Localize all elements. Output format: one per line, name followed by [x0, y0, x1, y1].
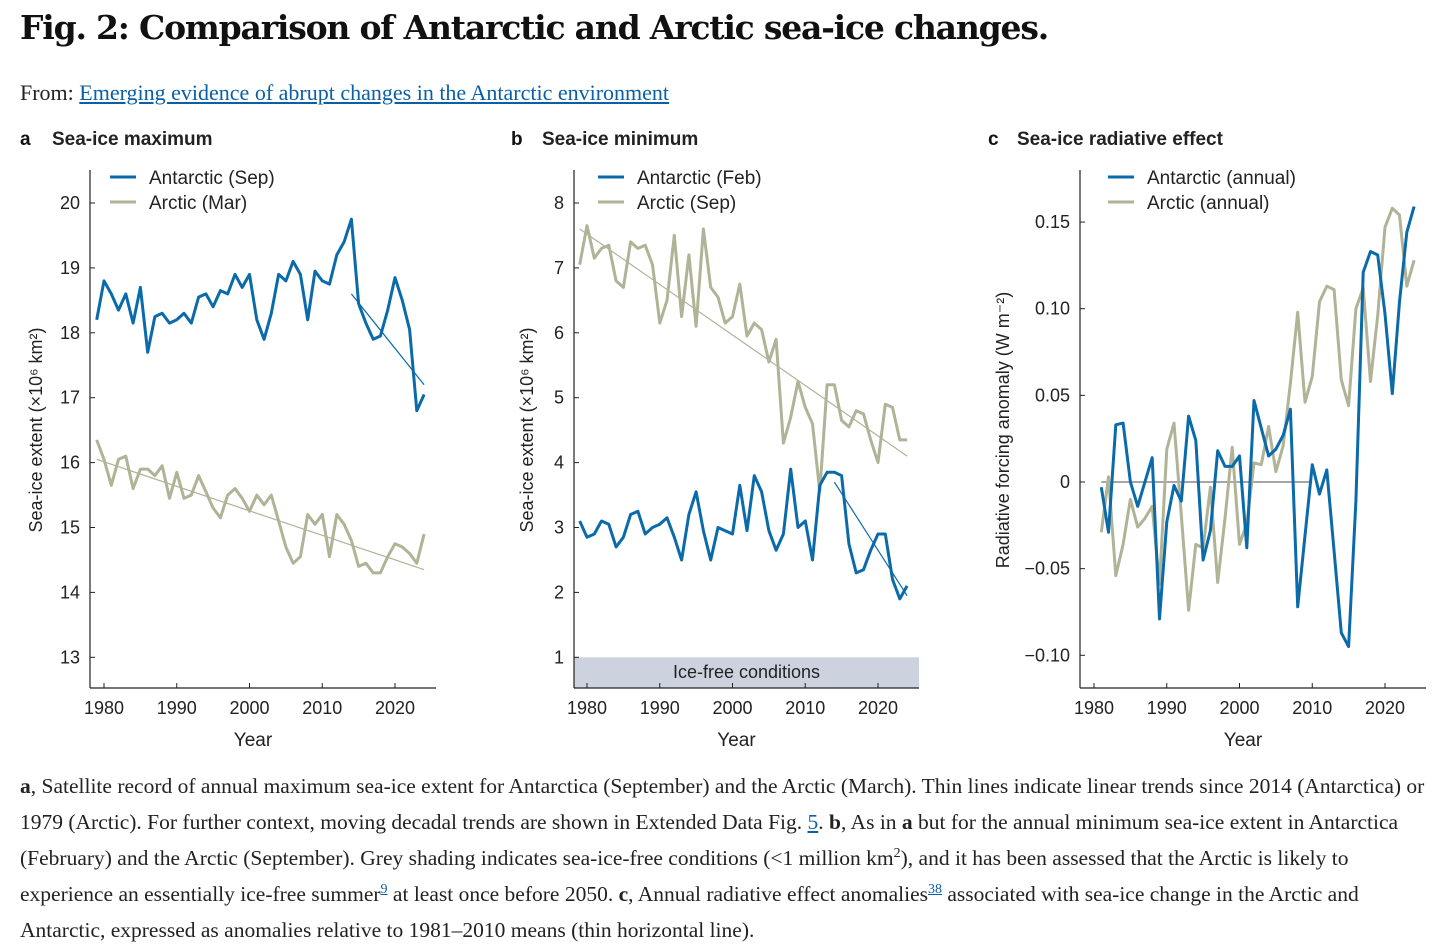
figure-caption: a, Satellite record of annual maximum se…: [20, 768, 1440, 948]
panel-b: b Sea-ice minimum Ice-free conditions 1 2 3 4 5…: [511, 129, 919, 751]
y-tick-label: 0: [1060, 472, 1070, 492]
x-tick-label: 2000: [229, 698, 269, 718]
panel-letter: b: [511, 129, 523, 150]
y-tick-label: 18: [60, 323, 80, 343]
y-tick-label: 13: [60, 647, 80, 667]
panel-title: Sea-ice maximum: [52, 129, 213, 150]
panel-reference: b: [829, 810, 841, 834]
y-tick-label: 8: [554, 193, 564, 213]
caption-text: , As in: [840, 810, 902, 834]
legend-label-antarctic: Antarctic (Sep): [149, 168, 275, 189]
trend-line-antarctic: [350, 293, 425, 386]
y-tick-label: 0.15: [1035, 212, 1070, 232]
x-axis-label: Year: [234, 730, 273, 751]
y-axis-label: Sea-ice extent (×10⁶ km²): [517, 328, 537, 533]
series-line-antarctic: [1099, 206, 1416, 649]
y-tick-label: −0.10: [1024, 645, 1070, 665]
source-article-link[interactable]: Emerging evidence of abrupt changes in t…: [79, 80, 670, 105]
series-line-arctic: [578, 224, 908, 494]
panel-title: Sea-ice minimum: [542, 129, 698, 150]
trend-line-arctic: [96, 458, 425, 571]
series-line-antarctic: [95, 217, 426, 413]
y-tick-label: 3: [554, 518, 564, 538]
figure-title: Fig. 2: Comparison of Antarctic and Arct…: [20, 8, 1049, 47]
y-tick-label: 15: [60, 518, 80, 538]
legend-label-arctic: Arctic (Sep): [637, 193, 736, 214]
reference-link[interactable]: 38: [928, 881, 943, 897]
x-tick-label: 2020: [375, 698, 415, 718]
x-tick-label: 2000: [712, 698, 752, 718]
series-line-antarctic: [578, 467, 909, 601]
y-tick-label: 0.10: [1035, 299, 1070, 319]
ice-free-shading: [574, 657, 919, 688]
panel-reference: c: [618, 882, 629, 906]
ice-free-label: Ice-free conditions: [673, 662, 820, 682]
x-tick-label: 1990: [1147, 698, 1187, 718]
x-axis-label: Year: [1224, 730, 1263, 751]
y-tick-label: 19: [60, 258, 80, 278]
y-tick-label: 20: [60, 193, 80, 213]
y-tick-label: 16: [60, 453, 80, 473]
y-tick-label: 2: [554, 582, 564, 602]
panel-title: Sea-ice radiative effect: [1017, 129, 1224, 150]
x-tick-label: 2000: [1219, 698, 1259, 718]
legend-label-arctic: Arctic (annual): [1147, 193, 1270, 214]
y-tick-label: 14: [60, 582, 80, 602]
panel-reference: a: [20, 774, 31, 798]
y-axis-label: Radiative forcing anomaly (W m⁻²): [993, 292, 1013, 569]
reference-link[interactable]: 5: [807, 810, 819, 834]
x-axis-label: Year: [717, 730, 756, 751]
x-tick-label: 1990: [157, 698, 197, 718]
caption-text: , Annual radiative effect anomalies: [628, 882, 929, 906]
y-tick-label: 1: [554, 647, 564, 667]
y-axis-label: Sea-ice extent (×10⁶ km²): [26, 328, 46, 533]
panel-reference: a: [901, 810, 913, 834]
y-tick-label: 6: [554, 323, 564, 343]
x-tick-label: 2010: [302, 698, 342, 718]
y-tick-label: 17: [60, 388, 80, 408]
x-tick-label: 2020: [1365, 698, 1405, 718]
trend-line-antarctic: [833, 481, 908, 596]
x-tick-label: 1990: [640, 698, 680, 718]
from-label: From:: [20, 80, 74, 105]
panel-letter: a: [20, 129, 31, 150]
panel-letter: c: [988, 129, 999, 150]
source-line: From: Emerging evidence of abrupt change…: [20, 80, 669, 106]
caption-text: .: [818, 810, 830, 834]
trend-line-arctic: [579, 228, 908, 457]
legend-label-antarctic: Antarctic (Feb): [637, 168, 762, 189]
x-tick-label: 1980: [567, 698, 607, 718]
x-tick-label: 2010: [1292, 698, 1332, 718]
y-tick-label: 0.05: [1035, 385, 1070, 405]
caption-text: 2: [893, 845, 901, 861]
x-tick-label: 2010: [785, 698, 825, 718]
panel-a: a Sea-ice maximum 13 14 15 16 17 18 19 20 1980 1990…: [20, 129, 436, 751]
legend-label-antarctic: Antarctic (annual): [1147, 168, 1296, 189]
caption-text: associated with sea-ice change in the Ar…: [20, 882, 1359, 942]
caption-text: , Satellite record of annual maximum sea…: [20, 774, 1425, 834]
x-tick-label: 2020: [858, 698, 898, 718]
x-tick-label: 1980: [1074, 698, 1114, 718]
caption-text: at least once before 2050.: [387, 882, 619, 906]
caption-text: ), and it has been assessed that the Arc…: [20, 846, 1349, 906]
y-tick-label: −0.05: [1024, 559, 1070, 579]
y-tick-label: 4: [554, 453, 564, 473]
x-tick-label: 1980: [84, 698, 124, 718]
legend-label-arctic: Arctic (Mar): [149, 193, 247, 214]
caption-text: but for the annual minimum sea-ice exten…: [20, 810, 1399, 870]
reference-link[interactable]: 9: [380, 881, 388, 897]
y-tick-label: 7: [554, 258, 564, 278]
series-line-arctic: [95, 439, 426, 575]
y-tick-label: 5: [554, 388, 564, 408]
panel-c: c Sea-ice radiative effect −0.10 −0.05 0 0.05…: [988, 129, 1426, 751]
